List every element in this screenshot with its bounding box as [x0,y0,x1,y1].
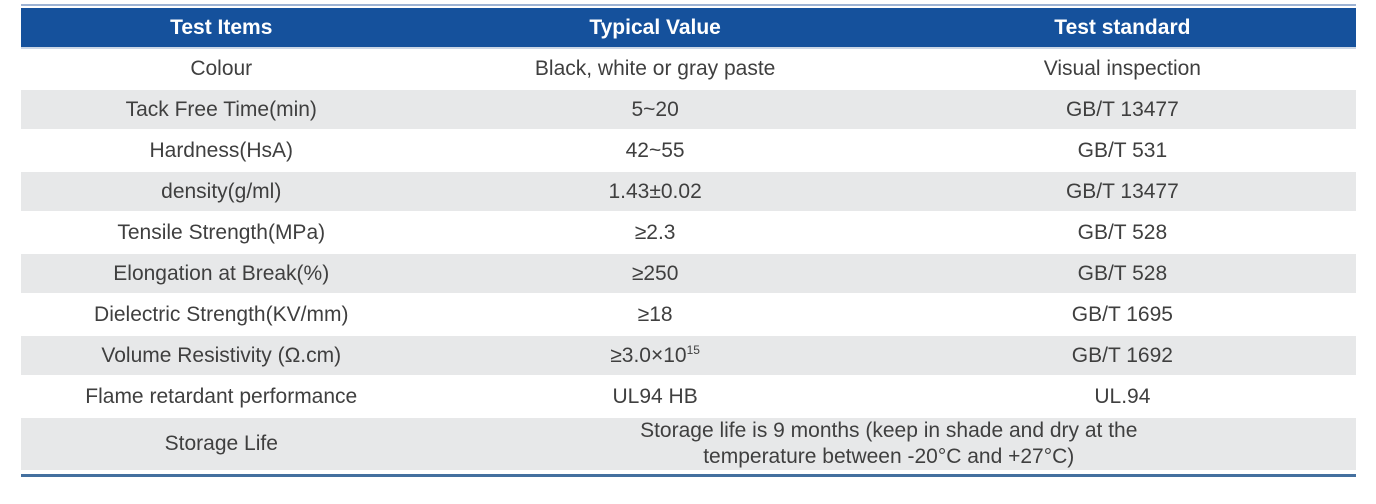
cell-typical-value: ≥18 [421,295,889,336]
spec-sheet: Test Items Typical Value Test standard C… [21,4,1356,477]
cell-typical-value: 42~55 [421,131,889,172]
table-row-elongation: Elongation at Break(%) ≥250 GB/T 528 [21,254,1356,295]
cell-typical-value: 1.43±0.02 [421,172,889,213]
column-header-test-standard: Test standard [888,8,1356,49]
bottom-accent-line [21,474,1356,477]
column-header-typical-value: Typical Value [421,8,889,49]
value-base: ≥3.0×10 [610,343,687,367]
table-row-density: density(g/ml) 1.43±0.02 GB/T 13477 [21,172,1356,213]
cell-test-item: Tack Free Time(min) [21,90,422,131]
cell-typical-value: ≥2.3 [421,213,889,254]
cell-test-item: Hardness(HsA) [21,131,422,172]
cell-storage-life-note: Storage life is 9 months (keep in shade … [421,418,1356,472]
cell-test-standard: GB/T 1695 [888,295,1356,336]
cell-test-standard: GB/T 1692 [888,336,1356,377]
cell-typical-value: UL94 HB [421,377,889,418]
table-row-tack-free-time: Tack Free Time(min) 5~20 GB/T 13477 [21,90,1356,131]
column-header-test-items: Test Items [21,8,422,49]
cell-test-standard: GB/T 528 [888,254,1356,295]
cell-test-standard: Visual inspection [888,49,1356,90]
table-row-flame-retardant: Flame retardant performance UL94 HB UL.9… [21,377,1356,418]
storage-note-line-2: temperature between -20°C and +27°C) [703,445,1075,468]
cell-test-item: Storage Life [21,418,422,472]
cell-test-item: Tensile Strength(MPa) [21,213,422,254]
table-row-volume-resistivity: Volume Resistivity (Ω.cm) ≥3.0×1015 GB/T… [21,336,1356,377]
table-row-storage-life: Storage Life Storage life is 9 months (k… [21,418,1356,472]
cell-test-standard: UL.94 [888,377,1356,418]
cell-typical-value: Black, white or gray paste [421,49,889,90]
top-accent-line [21,4,1356,6]
table-row-dielectric-strength: Dielectric Strength(KV/mm) ≥18 GB/T 1695 [21,295,1356,336]
storage-note-line-1: Storage life is 9 months (keep in shade … [640,419,1138,442]
cell-test-standard: GB/T 528 [888,213,1356,254]
cell-test-standard: GB/T 13477 [888,90,1356,131]
header-row: Test Items Typical Value Test standard [21,8,1356,49]
value-exponent: 15 [686,342,700,357]
spec-table: Test Items Typical Value Test standard C… [21,8,1356,472]
cell-test-standard: GB/T 13477 [888,172,1356,213]
cell-test-item: Colour [21,49,422,90]
table-row-hardness: Hardness(HsA) 42~55 GB/T 531 [21,131,1356,172]
cell-typical-value: 5~20 [421,90,889,131]
cell-test-item: Elongation at Break(%) [21,254,422,295]
cell-test-item: Flame retardant performance [21,377,422,418]
cell-typical-value: ≥250 [421,254,889,295]
table-row-tensile-strength: Tensile Strength(MPa) ≥2.3 GB/T 528 [21,213,1356,254]
cell-test-item: Volume Resistivity (Ω.cm) [21,336,422,377]
cell-test-item: density(g/ml) [21,172,422,213]
cell-test-item: Dielectric Strength(KV/mm) [21,295,422,336]
cell-typical-value: ≥3.0×1015 [421,336,889,377]
table-row-colour: Colour Black, white or gray paste Visual… [21,49,1356,90]
cell-test-standard: GB/T 531 [888,131,1356,172]
